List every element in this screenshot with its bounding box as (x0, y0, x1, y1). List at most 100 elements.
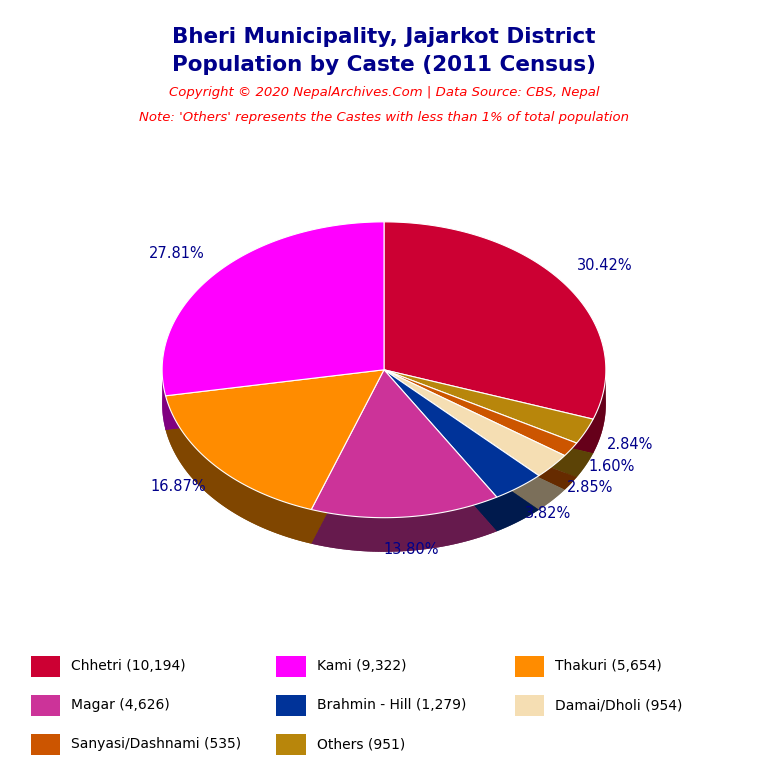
Polygon shape (183, 432, 184, 468)
Polygon shape (373, 518, 375, 551)
Polygon shape (384, 369, 577, 477)
Polygon shape (363, 517, 365, 551)
Polygon shape (198, 451, 199, 486)
Text: 30.42%: 30.42% (578, 258, 633, 273)
Polygon shape (449, 511, 451, 545)
Polygon shape (366, 517, 368, 551)
Polygon shape (217, 468, 219, 502)
Polygon shape (477, 504, 478, 538)
Polygon shape (255, 490, 257, 525)
Polygon shape (481, 502, 482, 537)
Polygon shape (437, 513, 439, 548)
Polygon shape (220, 469, 221, 505)
Polygon shape (291, 504, 293, 539)
Polygon shape (243, 484, 244, 519)
Polygon shape (250, 488, 252, 523)
Polygon shape (352, 516, 353, 551)
Polygon shape (471, 505, 472, 540)
Polygon shape (208, 460, 210, 495)
Polygon shape (431, 514, 432, 548)
Polygon shape (469, 506, 471, 541)
Polygon shape (302, 507, 304, 542)
Polygon shape (485, 501, 487, 535)
Polygon shape (295, 505, 296, 540)
Polygon shape (482, 502, 484, 536)
Polygon shape (231, 477, 233, 511)
Polygon shape (188, 439, 189, 475)
Polygon shape (235, 479, 237, 515)
Polygon shape (249, 487, 250, 522)
Polygon shape (233, 478, 235, 514)
Polygon shape (201, 454, 203, 489)
Polygon shape (422, 515, 423, 550)
Polygon shape (462, 508, 463, 542)
Polygon shape (384, 369, 564, 490)
Polygon shape (311, 369, 497, 518)
Polygon shape (187, 438, 188, 473)
Polygon shape (335, 514, 336, 548)
Polygon shape (196, 449, 197, 484)
Polygon shape (458, 508, 460, 543)
Polygon shape (279, 500, 280, 535)
Polygon shape (298, 506, 300, 541)
Polygon shape (228, 475, 230, 510)
Polygon shape (384, 369, 593, 443)
Polygon shape (197, 449, 198, 485)
Polygon shape (384, 518, 386, 552)
Polygon shape (384, 404, 593, 477)
Polygon shape (230, 476, 231, 511)
Polygon shape (252, 488, 253, 524)
Polygon shape (311, 369, 384, 544)
Polygon shape (384, 369, 577, 477)
Polygon shape (265, 495, 266, 529)
Polygon shape (413, 516, 415, 551)
Text: 13.80%: 13.80% (383, 542, 439, 557)
Polygon shape (386, 518, 388, 552)
Polygon shape (247, 486, 249, 521)
Polygon shape (365, 517, 366, 551)
Polygon shape (316, 511, 317, 545)
Polygon shape (320, 511, 322, 546)
Polygon shape (595, 412, 597, 449)
Polygon shape (410, 517, 412, 551)
Polygon shape (396, 518, 397, 551)
Polygon shape (472, 505, 474, 540)
Text: 16.87%: 16.87% (151, 479, 206, 495)
Polygon shape (384, 369, 593, 453)
Polygon shape (492, 498, 494, 533)
Polygon shape (260, 492, 262, 528)
Polygon shape (404, 517, 406, 551)
Polygon shape (286, 502, 287, 537)
Polygon shape (326, 513, 328, 547)
Polygon shape (426, 515, 428, 549)
Polygon shape (418, 516, 419, 550)
Polygon shape (384, 256, 606, 453)
Polygon shape (211, 462, 212, 498)
Polygon shape (394, 518, 396, 551)
Polygon shape (275, 498, 277, 534)
Polygon shape (190, 442, 191, 477)
Polygon shape (204, 456, 205, 492)
Polygon shape (350, 516, 352, 551)
Polygon shape (244, 485, 246, 520)
Polygon shape (306, 508, 307, 543)
Polygon shape (391, 518, 392, 551)
Polygon shape (448, 511, 449, 545)
Polygon shape (182, 431, 183, 466)
Text: 1.60%: 1.60% (589, 459, 635, 475)
Text: Sanyasi/Dashnami (535): Sanyasi/Dashnami (535) (71, 737, 242, 752)
Polygon shape (221, 470, 223, 505)
Polygon shape (400, 517, 402, 551)
Polygon shape (359, 517, 360, 551)
Polygon shape (336, 515, 338, 548)
Polygon shape (203, 455, 204, 490)
Polygon shape (425, 515, 426, 549)
Polygon shape (388, 518, 389, 551)
Polygon shape (379, 518, 381, 552)
Polygon shape (347, 515, 349, 550)
Polygon shape (465, 507, 466, 541)
Polygon shape (384, 404, 539, 531)
Polygon shape (346, 515, 347, 550)
Polygon shape (372, 518, 373, 551)
Polygon shape (246, 485, 247, 521)
